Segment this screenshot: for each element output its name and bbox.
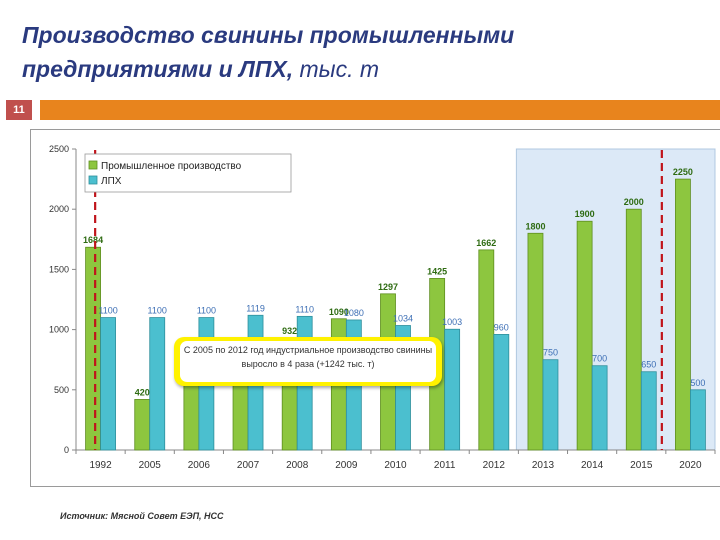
data-label: 1425 (427, 266, 447, 276)
y-tick-label: 1000 (49, 325, 69, 335)
x-tick-label: 2014 (581, 460, 604, 471)
title-main: Производство свинины промышленными предп… (22, 22, 515, 82)
data-label: 1297 (378, 282, 398, 292)
data-label: 2250 (673, 167, 693, 177)
bar (85, 246, 101, 451)
bar (444, 328, 461, 451)
slide-number: 11 (6, 100, 32, 120)
x-tick-label: 2020 (679, 460, 702, 471)
data-label: 1119 (246, 303, 265, 313)
legend-label: Промышленное производство (101, 161, 242, 172)
y-tick-label: 2500 (49, 144, 69, 154)
data-label: 1034 (393, 314, 413, 324)
bar (640, 371, 657, 451)
y-tick-label: 2000 (49, 204, 69, 214)
y-tick-label: 500 (54, 385, 69, 395)
legend-swatch (88, 175, 98, 185)
data-label: 1090 (329, 307, 349, 317)
data-label: 500 (690, 378, 705, 388)
chart-frame: 0 500 1000 1500 2000 2500 1992 1684 1100 2005 420 1… (30, 129, 720, 487)
bar (493, 334, 510, 451)
x-tick-label: 2010 (384, 460, 407, 471)
bar (576, 220, 593, 451)
source-note: Источник: Мясной Совет ЕЭП, НСС (60, 511, 224, 521)
data-label: 1662 (476, 238, 496, 248)
data-label: 1100 (197, 306, 216, 316)
x-tick-label: 2013 (532, 460, 555, 471)
data-label: 1100 (98, 306, 117, 316)
callout-box: С 2005 по 2012 год индустриальное произв… (174, 337, 442, 386)
data-label: 2000 (624, 197, 644, 207)
callout-text: С 2005 по 2012 год индустриальное произв… (180, 341, 436, 382)
bar (183, 384, 200, 451)
data-label: 1003 (442, 317, 462, 327)
x-tick-label: 2009 (335, 460, 358, 471)
x-tick-label: 2011 (434, 460, 456, 471)
legend-label: ЛПХ (101, 176, 122, 187)
data-label: 1080 (344, 308, 364, 318)
bar (690, 389, 706, 451)
x-tick-label: 2012 (483, 460, 506, 471)
data-label: 1100 (148, 306, 167, 316)
bar (675, 178, 691, 451)
data-label: 700 (592, 354, 607, 364)
data-label: 420 (135, 387, 150, 397)
legend-swatch (88, 160, 98, 170)
x-tick-label: 1992 (89, 460, 112, 471)
data-label: 1684 (83, 235, 103, 245)
x-tick-label: 2005 (139, 460, 162, 471)
accent-bar (40, 100, 720, 120)
bar (134, 399, 151, 451)
bar (542, 359, 559, 451)
bar (100, 317, 116, 451)
data-label: 932 (282, 326, 297, 336)
x-tick-label: 2006 (188, 460, 211, 471)
legend (84, 153, 292, 193)
bar-chart: 0 500 1000 1500 2000 2500 1992 1684 1100 2005 420 1… (49, 144, 716, 471)
y-tick-label: 0 (64, 445, 69, 455)
bar (478, 249, 495, 451)
x-tick-label: 2008 (286, 460, 309, 471)
y-tick-label: 1500 (49, 264, 69, 274)
bar (149, 317, 166, 451)
x-tick-label: 2015 (630, 460, 653, 471)
data-label: 1800 (525, 221, 545, 231)
bar (591, 365, 608, 451)
title-unit: тыс. т (299, 56, 380, 82)
page-title: Производство свинины промышленными предп… (22, 18, 662, 86)
bar (625, 208, 642, 451)
data-label: 1900 (575, 209, 595, 219)
data-label: 750 (543, 348, 558, 358)
bar (527, 232, 544, 451)
data-label: 960 (494, 322, 509, 332)
x-tick-label: 2007 (237, 460, 260, 471)
data-label: 1110 (295, 304, 314, 314)
data-label: 650 (641, 360, 656, 370)
